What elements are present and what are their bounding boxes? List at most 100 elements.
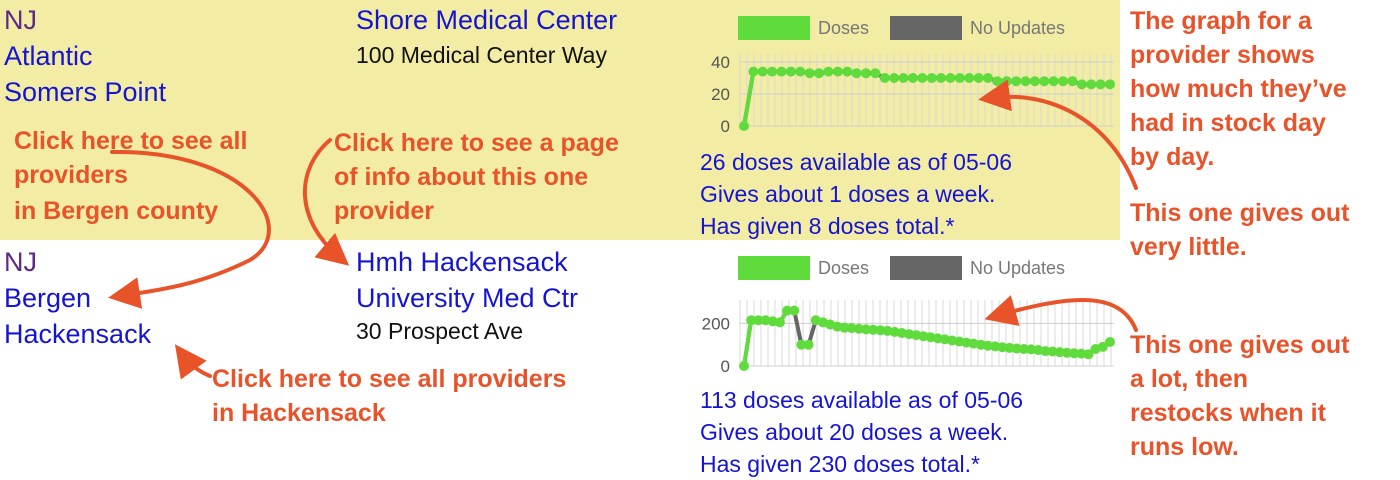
- provider-name-link[interactable]: Hmh Hackensack: [356, 247, 568, 277]
- doses-point: [774, 317, 785, 328]
- county-link[interactable]: Bergen: [4, 283, 92, 313]
- doses-point: [861, 68, 871, 79]
- doses-point: [853, 323, 864, 334]
- doses-point: [739, 361, 749, 371]
- y-tick-label: 20: [711, 85, 730, 104]
- doses-point: [1083, 349, 1094, 360]
- no-updates-legend-label: No Updates: [970, 18, 1066, 38]
- city-arrow: [174, 344, 212, 380]
- doses-series-line: [742, 69, 791, 127]
- doses-point: [789, 305, 800, 316]
- county-annotation: Click here to see all: [14, 127, 248, 155]
- low-usage-annotation: This one gives out: [1130, 199, 1350, 227]
- doses-available-text: 26 doses available as of 05-06: [700, 149, 1012, 175]
- doses-point: [803, 339, 814, 350]
- doses-point: [753, 315, 764, 326]
- doses-point: [1004, 342, 1015, 353]
- high-usage-annotation: runs low.: [1130, 433, 1239, 461]
- doses-point: [739, 121, 749, 131]
- doses-point: [1067, 76, 1078, 87]
- county-link[interactable]: Atlantic: [4, 41, 93, 71]
- doses-point: [1097, 341, 1108, 352]
- high-usage-annotation: a lot, then: [1130, 365, 1249, 393]
- state-link[interactable]: NJ: [4, 5, 37, 35]
- doses-point: [907, 73, 918, 83]
- doses-point: [1105, 336, 1115, 347]
- doses-point: [1086, 79, 1097, 90]
- doses-point: [870, 68, 881, 79]
- graph-annotation: had in stock day: [1130, 109, 1326, 137]
- provider-name-link[interactable]: University Med Ctr: [356, 283, 579, 313]
- stock-chart-hackensack: 0 200: [702, 300, 1115, 376]
- doses-point: [782, 305, 793, 316]
- doses-point: [964, 73, 975, 83]
- doses-point: [954, 73, 965, 83]
- weekly-rate-text: Gives about 1 doses a week.: [700, 181, 996, 207]
- doses-point: [767, 66, 778, 77]
- doses-point: [823, 66, 834, 77]
- city-annotation: Click here to see all providers: [212, 365, 567, 393]
- high-usage-annotation: This one gives out: [1130, 331, 1350, 359]
- doses-point: [1029, 76, 1040, 87]
- doses-point: [1011, 76, 1022, 87]
- doses-point: [936, 73, 947, 83]
- doses-point: [776, 66, 787, 77]
- y-tick-label: 40: [711, 53, 730, 72]
- doses-point: [748, 66, 759, 77]
- doses-point: [992, 76, 1003, 87]
- doses-point: [1047, 346, 1058, 357]
- no-updates-legend-swatch: [890, 16, 962, 40]
- doses-point: [1040, 346, 1051, 357]
- city-annotation: in Hackensack: [212, 399, 386, 427]
- doses-point: [842, 66, 853, 77]
- doses-point: [861, 324, 871, 335]
- doses-point: [796, 339, 807, 350]
- graph-annotation: by day.: [1130, 143, 1215, 171]
- doses-legend-label: Doses: [818, 258, 870, 278]
- weekly-rate-text: Gives about 20 doses a week.: [700, 419, 1009, 445]
- doses-point: [839, 322, 850, 333]
- low-usage-annotation: very little.: [1130, 233, 1247, 261]
- total-given-text: Has given 230 doses total.*: [700, 451, 981, 477]
- doses-point: [1069, 348, 1080, 359]
- total-given-text: Has given 8 doses total.*: [700, 213, 955, 239]
- doses-point: [1011, 343, 1022, 354]
- y-tick-label: 0: [721, 357, 730, 376]
- doses-point: [898, 73, 909, 83]
- doses-point: [879, 73, 890, 83]
- city-link[interactable]: Hackensack: [4, 319, 152, 349]
- doses-point: [814, 68, 825, 79]
- doses-point: [846, 323, 857, 334]
- doses-point: [973, 73, 984, 83]
- doses-point: [746, 315, 757, 326]
- doses-point: [795, 66, 806, 77]
- doses-point: [1095, 79, 1106, 90]
- doses-legend-swatch: [738, 16, 810, 40]
- doses-point: [1018, 343, 1029, 354]
- provider-name-link[interactable]: Shore Medical Center: [356, 5, 618, 35]
- provider-annotation: of info about this one: [334, 163, 589, 191]
- provider-annotation: Click here to see a page: [334, 129, 619, 157]
- doses-point: [851, 68, 862, 79]
- city-link[interactable]: Somers Point: [4, 77, 167, 107]
- doses-point: [917, 73, 928, 83]
- doses-point: [785, 66, 796, 77]
- doses-point: [832, 66, 843, 77]
- doses-point: [1001, 76, 1012, 87]
- doses-legend-swatch: [738, 256, 810, 280]
- doses-point: [997, 342, 1008, 353]
- doses-point: [983, 73, 993, 83]
- no-updates-legend-swatch: [890, 256, 962, 280]
- doses-point: [926, 73, 937, 83]
- county-annotation: in Bergen county: [14, 197, 219, 225]
- provider-address: 100 Medical Center Way: [356, 42, 607, 68]
- state-link[interactable]: NJ: [4, 247, 37, 277]
- doses-point: [1048, 76, 1059, 87]
- doses-point: [804, 68, 815, 79]
- high-usage-annotation: restocks when it: [1130, 399, 1326, 427]
- doses-point: [1026, 344, 1037, 355]
- doses-point: [1061, 347, 1072, 358]
- doses-point: [889, 73, 900, 83]
- doses-point: [983, 340, 993, 351]
- graph-annotation: how much they’ve: [1130, 75, 1347, 103]
